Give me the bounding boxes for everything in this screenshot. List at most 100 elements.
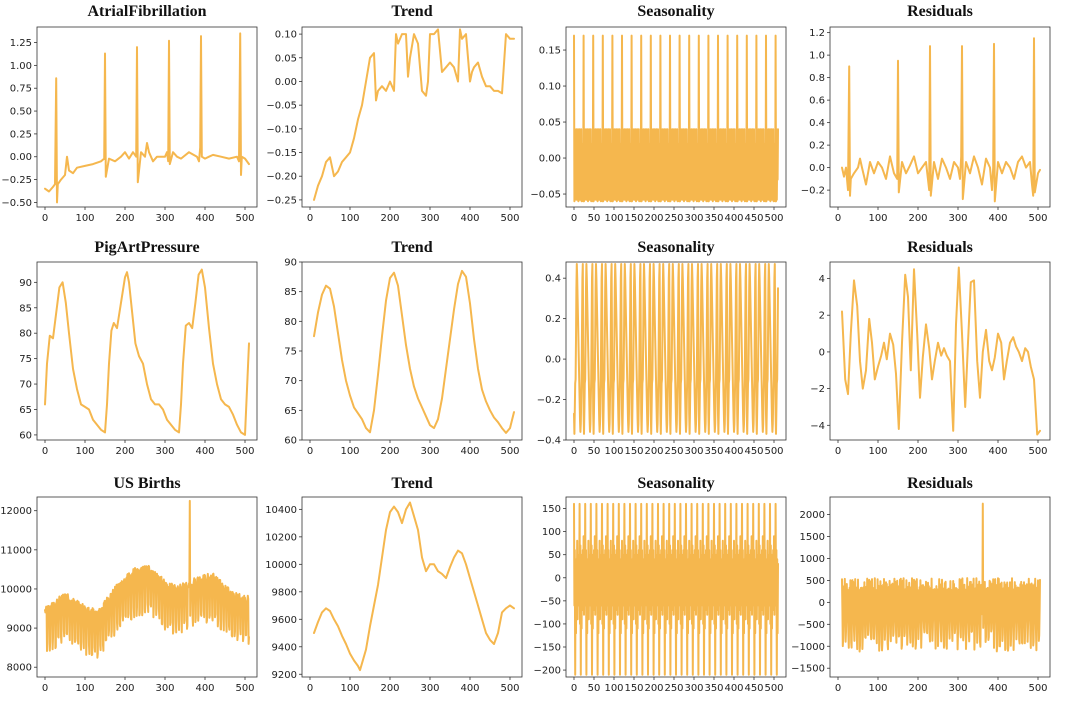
panel-title: Trend [391,3,432,20]
x-tick-label: 300 [420,213,439,224]
series-line [44,268,250,436]
y-tick-label: 0 [819,598,825,609]
series-line [841,37,1041,203]
y-tick-label: 0.15 [539,46,561,57]
y-tick-label: 85 [19,303,32,314]
y-tick-label: −0.25 [266,195,297,206]
x-tick-label: 300 [155,446,174,457]
x-tick-label: 0 [42,446,48,457]
plot-frame [829,496,1051,678]
x-tick-label: 200 [115,683,134,694]
y-tick-label: 80 [284,317,297,328]
y-tick-label: −0.15 [266,148,297,159]
x-tick-label: 100 [340,446,359,457]
y-tick-label: 10000 [0,584,32,595]
series-line [573,34,779,203]
panel-title: Seasonality [637,475,714,492]
x-tick-label: 450 [744,446,763,457]
y-tick-label: 10400 [265,505,297,516]
x-tick-label: 0 [307,446,313,457]
y-tick-label: 9000 [7,624,32,635]
x-tick-label: 500 [235,213,254,224]
y-tick-label: −200 [534,666,561,677]
x-tick-label: 300 [948,213,967,224]
y-tick-label: 4 [819,274,825,285]
plot-frame [36,26,258,208]
y-tick-label: 65 [284,406,297,417]
x-tick-label: 0 [571,213,577,224]
x-tick-label: 0 [307,683,313,694]
x-tick-label: 400 [724,683,743,694]
series-line [44,32,250,204]
y-tick-label: 0 [555,573,561,584]
x-tick-label: 450 [744,213,763,224]
x-tick-label: 50 [588,213,601,224]
x-tick-label: 100 [75,213,94,224]
x-tick-label: 150 [624,213,643,224]
x-tick-label: 300 [684,683,703,694]
y-tick-label: 70 [19,380,32,391]
y-tick-label: 0.8 [809,73,825,84]
y-tick-label: 60 [284,436,297,447]
panel-title: Seasonality [637,3,714,20]
x-tick-label: 400 [724,213,743,224]
y-tick-label: 12000 [0,506,32,517]
y-tick-label: 85 [284,287,297,298]
y-tick-label: −1000 [791,642,825,653]
y-tick-label: −1500 [791,664,825,675]
x-tick-label: 250 [664,446,683,457]
x-tick-label: 200 [908,446,927,457]
x-tick-label: 100 [75,683,94,694]
x-tick-label: 500 [764,683,783,694]
x-tick-label: 150 [624,446,643,457]
y-tick-label: 90 [284,258,297,269]
chart-panel: US Births 0 100 200 300 400 500 8000 9000 10000 11… [0,475,258,694]
y-tick-label: 10200 [265,532,297,543]
series-line [313,269,515,434]
plot-frame [565,496,787,678]
y-tick-label: 50 [548,550,561,561]
plot-frame [301,261,523,441]
chart-panel: AtrialFibrillation 0 100 200 300 400 500 −0.50 −… [1,3,258,224]
y-tick-label: 90 [19,278,32,289]
y-tick-label: 8000 [7,663,32,674]
y-tick-label: −0.10 [266,124,297,135]
x-tick-label: 350 [704,446,723,457]
x-tick-label: 400 [724,446,743,457]
x-tick-label: 300 [948,683,967,694]
plot-frame [829,261,1051,441]
x-tick-label: 200 [380,213,399,224]
plot-frame [829,26,1051,208]
series-line [841,502,1041,653]
x-tick-label: 200 [380,446,399,457]
x-tick-label: 50 [588,683,601,694]
series-line [573,502,779,676]
y-tick-label: 65 [19,405,32,416]
y-tick-label: 0.4 [545,274,561,285]
y-tick-label: 9200 [272,670,297,681]
y-tick-label: 9800 [272,587,297,598]
x-tick-label: 0 [42,683,48,694]
x-tick-label: 300 [420,446,439,457]
panel-title: Residuals [907,3,973,20]
x-tick-label: 200 [644,446,663,457]
x-tick-label: 100 [340,683,359,694]
y-tick-label: 100 [542,527,561,538]
x-tick-label: 0 [42,213,48,224]
y-tick-label: −150 [534,643,561,654]
x-tick-label: 200 [908,683,927,694]
x-tick-label: 400 [988,213,1007,224]
x-tick-label: 300 [155,683,174,694]
y-tick-label: −0.50 [1,198,32,209]
x-tick-label: 400 [988,683,1007,694]
series-line [841,266,1041,436]
y-tick-label: 0.05 [539,118,561,129]
x-tick-label: 100 [868,213,887,224]
x-tick-label: 500 [1028,213,1047,224]
y-tick-label: 0.10 [539,82,561,93]
y-tick-label: 1500 [800,532,825,543]
y-tick-label: −0.05 [530,190,561,201]
